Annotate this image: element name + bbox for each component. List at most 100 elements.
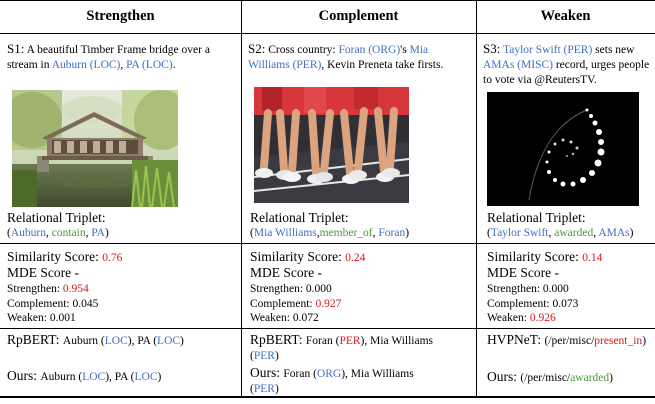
score-label: Weaken: [250, 312, 293, 324]
score-value: 0.045 [72, 297, 99, 310]
score-line: Complement: 0.073 [487, 297, 578, 312]
scores-s3: Strengthen: 0.000 Complement: 0.073 Weaken… [487, 282, 578, 326]
triplet-label-s1: Relational Triplet: [7, 210, 106, 225]
header-strengthen: Strengthen [86, 8, 155, 24]
text-segment-blue: LOC [82, 371, 106, 383]
text-segment: ), Mia Williams ( [250, 368, 414, 395]
text-segment: Foran ( [305, 335, 340, 347]
text-segment: RpBERT: [250, 332, 306, 347]
text-segment-blue: PA [91, 227, 105, 239]
text-segment-green: contain [51, 227, 86, 239]
text-segment-blue: PER [253, 349, 275, 362]
text-segment: ) [157, 371, 162, 383]
score-label: Complement: [250, 297, 316, 310]
text-segment: , [85, 227, 92, 239]
header-rule [0, 33, 655, 34]
text-segment: ) [274, 349, 279, 362]
text-segment: , [316, 227, 320, 239]
score-line: Weaken: 0.001 [7, 311, 98, 326]
similarity-value: 0.24 [345, 252, 366, 264]
score-line: Complement: 0.045 [7, 297, 98, 312]
text-segment: ), Mia Williams ( [250, 335, 434, 362]
prediction-rule [0, 328, 655, 329]
text-segment-green: awarded [554, 227, 594, 239]
sample-id: S1: [7, 41, 25, 56]
text-segment-blue: Auburn (LOC) [51, 59, 121, 71]
text-segment-blue: Mia Williams [253, 227, 317, 239]
caption-text: Taylor Swift (PER) sets new AMAs (MISC) … [483, 44, 649, 86]
scores-s1: Strengthen: 0.954 Complement: 0.045 Weaken… [7, 282, 98, 326]
score-label: Complement: [487, 297, 553, 310]
text-segment: record, urges people to vote via @Reuter… [483, 59, 650, 86]
text-segment: , [45, 227, 52, 239]
score-value: 0.927 [315, 297, 342, 310]
caption-s2: S2: Cross country: Foran (ORG)'s Mia Wil… [248, 41, 470, 73]
triplet-s3: (Taylor Swift, awarded, AMAs) [487, 226, 633, 241]
header-weaken: Weaken [540, 8, 591, 24]
score-line: Strengthen: 0.000 [250, 282, 341, 297]
column-divider-2 [476, 0, 477, 396]
similarity-label: Similarity Score: [250, 249, 346, 264]
text-segment: ) [180, 335, 184, 347]
triplet-s2: (Mia Williams,member_of, Foran) [250, 226, 409, 241]
text-segment-blue: Foran (ORG) [338, 44, 401, 56]
text-segment-blue: Taylor Swift [490, 227, 549, 239]
similarity-s2: Similarity Score: 0.24 [250, 249, 365, 266]
text-segment-blue: AMAs [598, 227, 630, 239]
text-segment: . [172, 59, 176, 71]
score-value: 0.001 [49, 312, 76, 324]
score-line: Complement: 0.927 [250, 297, 341, 312]
score-value: 0.000 [542, 283, 569, 295]
text-segment-blue: LOC [157, 335, 181, 347]
mde-label-s2: MDE Score - [250, 265, 322, 280]
triplet-label-s2: Relational Triplet: [250, 210, 349, 225]
header-complement: Complement [318, 8, 399, 24]
text-segment: , [372, 227, 379, 239]
text-segment: Cross country: [268, 44, 339, 56]
text-segment: ) [642, 335, 647, 347]
text-segment: HVPNeT: [487, 332, 545, 347]
scores-s2: Strengthen: 0.000 Complement: 0.927 Weaken… [250, 282, 341, 326]
caption-s3: S3: Taylor Swift (PER) sets new AMAs (MI… [483, 41, 651, 88]
text-segment-red: PER [339, 335, 361, 347]
mde-label-s3: MDE Score - [487, 265, 559, 280]
triplet-label-s3: Relational Triplet: [487, 210, 586, 225]
text-segment: ) [609, 372, 613, 384]
text-segment: , [593, 227, 599, 239]
pred1-s3: HVPNeT: (/per/misc/present_in) [487, 332, 647, 349]
column-divider-1 [241, 0, 242, 396]
text-segment: ( [250, 227, 254, 239]
score-value: 0.000 [305, 283, 332, 295]
text-segment: ), PA ( [127, 335, 158, 347]
score-line: Strengthen: 0.954 [7, 282, 98, 297]
text-segment-blue: LOC [104, 335, 128, 347]
sample-id: S2: [248, 41, 266, 56]
pred1-s1: RpBERT: Auburn (LOC), PA (LOC) [7, 332, 232, 349]
text-segment-blue: PA (LOC) [126, 59, 173, 71]
pred2-s3: Ours: (/per/misc/awarded) [487, 369, 647, 386]
text-segment: Ours: [7, 368, 41, 383]
score-line: Weaken: 0.072 [250, 311, 341, 326]
text-segment: RpBERT: [7, 332, 63, 347]
score-value: 0.072 [292, 312, 319, 324]
score-rule [0, 243, 655, 244]
pred2-s2: Ours: Foran (ORG), Mia Williams (PER) [250, 365, 440, 396]
text-segment-blue: Mia Williams (PER) [248, 44, 429, 71]
text-segment-green: awarded [570, 372, 610, 384]
similarity-value: 0.76 [102, 252, 123, 264]
text-segment: , [548, 227, 555, 239]
score-line: Weaken: 0.926 [487, 311, 578, 326]
table-top-rule [0, 0, 655, 1]
similarity-s3: Similarity Score: 0.14 [487, 249, 602, 266]
text-segment: ) [274, 382, 279, 395]
text-segment-blue: LOC [134, 371, 158, 383]
score-label: Strengthen: [487, 283, 543, 295]
text-segment: sets new [592, 44, 635, 56]
similarity-s1: Similarity Score: 0.76 [7, 249, 122, 266]
text-segment: (/per/misc/ [520, 372, 571, 384]
text-segment: Auburn ( [40, 371, 83, 383]
text-segment: ( [487, 227, 491, 239]
score-label: Weaken: [7, 312, 50, 324]
text-segment: ), PA ( [105, 371, 135, 383]
text-segment-blue: Foran [378, 227, 406, 239]
